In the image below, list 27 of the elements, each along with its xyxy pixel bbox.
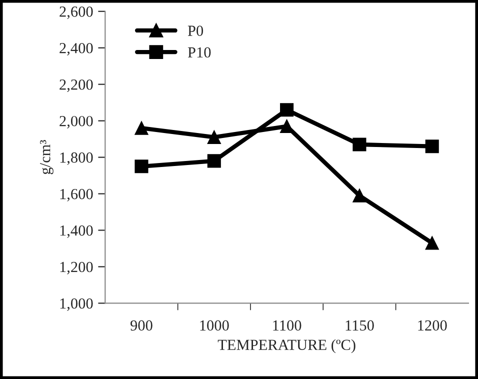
x-tick-label: 1200 — [418, 320, 447, 331]
point — [280, 103, 294, 117]
point — [425, 140, 439, 154]
point — [207, 154, 221, 168]
y-tick-label: 2,600 — [60, 6, 93, 20]
legend-label: P10 — [188, 47, 211, 58]
y-tick-label: 2,200 — [60, 79, 93, 92]
y-tick-label: 1,600 — [60, 188, 93, 202]
y-tick-label: 1,200 — [60, 262, 93, 274]
point — [207, 130, 221, 144]
x-tick-label: 1100 — [273, 320, 302, 331]
point — [352, 138, 366, 152]
x-tick-label: 900 — [130, 320, 152, 331]
y-tick-label: 1,400 — [60, 225, 93, 238]
x-tick-label: 1000 — [200, 320, 229, 331]
x-axis-title: TEMPERATURE (ºC) — [218, 339, 356, 354]
point — [134, 121, 148, 135]
y-tick-label: 1,800 — [60, 152, 93, 165]
legend-label: P0 — [188, 26, 204, 36]
point — [352, 188, 366, 202]
y-tick-label: 1,000 — [60, 298, 93, 311]
y-axis-title: g/cm³ — [40, 140, 54, 174]
x-tick-label: 1150 — [346, 320, 374, 331]
point — [134, 160, 148, 174]
y-tick-label: 2,400 — [60, 42, 93, 56]
y-tick-label: 2,000 — [60, 116, 93, 128]
point — [425, 236, 439, 250]
